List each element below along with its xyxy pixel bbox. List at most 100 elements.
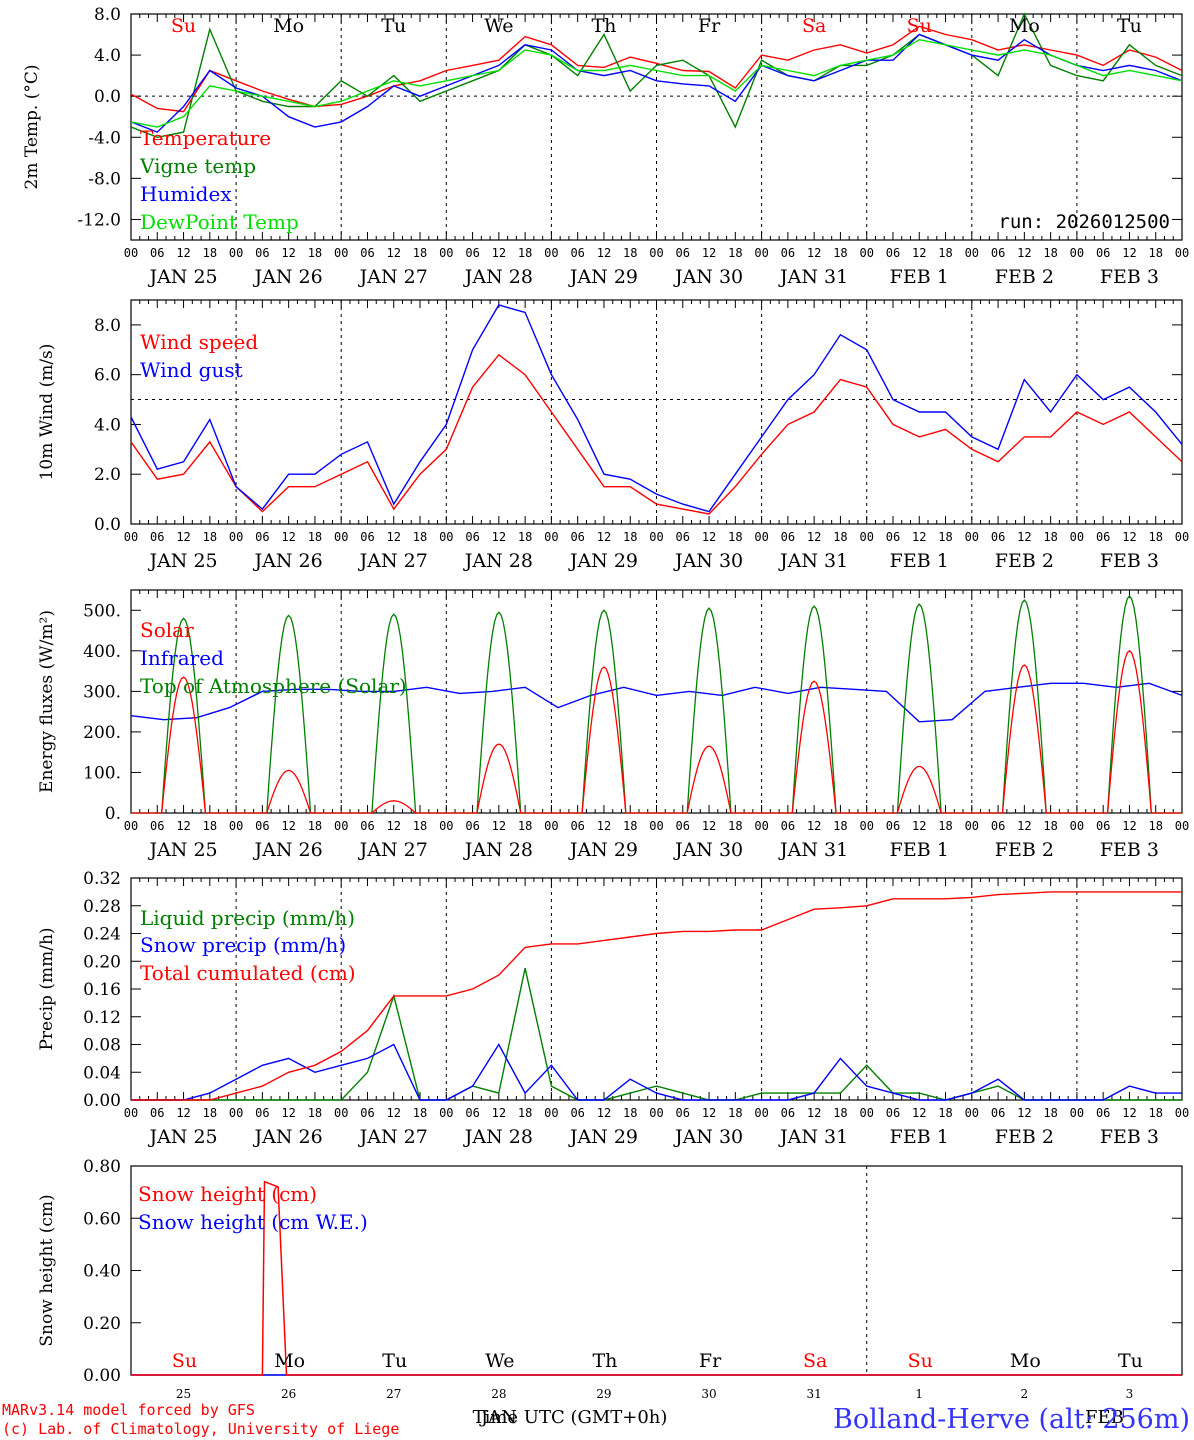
hour-label: 00 [649, 246, 663, 260]
hour-label: 12 [597, 246, 611, 260]
day-number: 1 [915, 1387, 923, 1401]
hour-label: 06 [150, 530, 164, 544]
month-label: FEB [1085, 1407, 1124, 1428]
hour-label: 06 [991, 1106, 1005, 1120]
hour-label: 18 [1043, 530, 1057, 544]
model-credit: MARv3.14 model forced by GFS [2, 1401, 255, 1419]
date-label: FEB 3 [1100, 266, 1159, 288]
weekday-label: Th [592, 1350, 617, 1372]
date-label: JAN 26 [253, 1126, 323, 1148]
y-tick-label: -4.0 [88, 128, 121, 148]
day-number: 30 [701, 1387, 716, 1401]
hour-label: 06 [991, 246, 1005, 260]
hour-label: 12 [176, 530, 190, 544]
hour-label: 12 [1122, 530, 1136, 544]
hour-label: 18 [1043, 246, 1057, 260]
hour-label: 18 [308, 1106, 322, 1120]
date-label: JAN 26 [253, 550, 323, 572]
date-label: JAN 26 [253, 266, 323, 288]
hour-label: 06 [255, 530, 269, 544]
y-tick-label: 300. [83, 682, 121, 702]
hour-label: 18 [623, 246, 637, 260]
y-tick-label: 0.60 [83, 1209, 121, 1229]
hour-label: 00 [965, 819, 979, 833]
hour-label: 06 [570, 246, 584, 260]
hour-label: 00 [544, 819, 558, 833]
month-label: JAN [479, 1407, 517, 1428]
hour-label: 00 [754, 819, 768, 833]
hour-label: 18 [413, 246, 427, 260]
hour-label: 12 [176, 1106, 190, 1120]
hour-label: 00 [439, 819, 453, 833]
hour-label: 06 [465, 246, 479, 260]
hour-label: 12 [1017, 246, 1031, 260]
y-tick-label: 8.0 [94, 5, 121, 25]
y-tick-label: 200. [83, 723, 121, 743]
hour-label: 18 [1148, 530, 1162, 544]
y-tick-label: 6.0 [94, 366, 121, 386]
hour-label: 18 [833, 530, 847, 544]
series-dewpoint-temp [130, 38, 1183, 128]
hour-label: 12 [1122, 819, 1136, 833]
hour-label: 06 [1096, 246, 1110, 260]
hour-label: 06 [465, 530, 479, 544]
hour-label: 06 [886, 246, 900, 260]
hour-label: 18 [623, 1106, 637, 1120]
hour-label: 00 [1070, 1106, 1084, 1120]
hour-label: 18 [728, 819, 742, 833]
hour-label: 12 [492, 530, 506, 544]
hour-label: 12 [912, 530, 926, 544]
hour-label: 18 [413, 819, 427, 833]
hour-label: 00 [859, 1106, 873, 1120]
y-tick-label: 400. [83, 642, 121, 662]
hour-label: 18 [518, 246, 532, 260]
y-axis-label: Snow height (cm) [37, 1194, 57, 1346]
hour-label: 12 [597, 1106, 611, 1120]
date-label: JAN 31 [778, 266, 848, 288]
y-tick-label: 0.24 [83, 925, 121, 945]
hour-label: 00 [859, 819, 873, 833]
hour-label: 00 [859, 246, 873, 260]
hour-label: 12 [807, 819, 821, 833]
date-label: JAN 25 [147, 550, 217, 572]
weekday-label: Su [171, 15, 196, 37]
series-infrared [130, 682, 1183, 723]
hour-label: 12 [912, 1106, 926, 1120]
hour-label: 00 [754, 246, 768, 260]
hour-label: 06 [255, 246, 269, 260]
legend-entry: Wind speed [140, 330, 258, 354]
hour-label: 00 [229, 246, 243, 260]
hour-label: 18 [413, 530, 427, 544]
hour-label: 12 [807, 1106, 821, 1120]
y-axis-label: Precip (mm/h) [37, 927, 57, 1050]
hour-label: 06 [886, 819, 900, 833]
hour-label: 06 [570, 1106, 584, 1120]
hour-label: 00 [649, 819, 663, 833]
legend-entry: Snow height (cm) [138, 1182, 317, 1206]
hour-label: 00 [1175, 246, 1189, 260]
series-total-cumulated-cm- [131, 891, 1182, 1101]
date-label: JAN 31 [778, 839, 848, 861]
hour-label: 06 [781, 246, 795, 260]
hour-label: 18 [728, 530, 742, 544]
legend-entry: DewPoint Temp [140, 210, 299, 234]
y-tick-label: 0.40 [83, 1262, 121, 1282]
hour-label: 12 [597, 530, 611, 544]
y-tick-label: 0.12 [83, 1008, 121, 1028]
day-number: 31 [807, 1387, 822, 1401]
legend-entry: Snow precip (mm/h) [140, 933, 346, 957]
legend-entry: Liquid precip (mm/h) [140, 906, 355, 930]
date-label: JAN 29 [568, 1126, 638, 1148]
date-label: FEB 3 [1100, 1126, 1159, 1148]
hour-label: 06 [570, 530, 584, 544]
date-label: JAN 31 [778, 550, 848, 572]
date-label: JAN 25 [147, 1126, 217, 1148]
hour-label: 00 [1070, 246, 1084, 260]
y-tick-label: 0.0 [94, 87, 121, 107]
hour-label: 00 [229, 819, 243, 833]
y-tick-label: 0. [105, 804, 121, 824]
series-snow-height-cm- [131, 1180, 1182, 1376]
date-label: JAN 27 [358, 550, 428, 572]
time-axis-3: 00 06 12 18 00 06 12 18 00 06 12 18 00 06 12 18 00 06 12 18… [124, 878, 1189, 1148]
